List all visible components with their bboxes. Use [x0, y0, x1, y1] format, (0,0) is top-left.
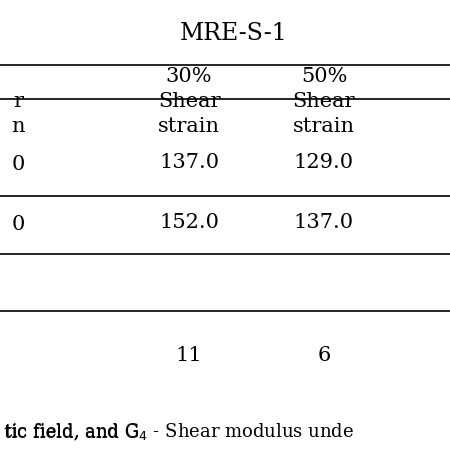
Text: 137.0: 137.0 [159, 153, 219, 171]
Text: strain: strain [158, 117, 220, 135]
Text: strain: strain [293, 117, 355, 135]
Text: tic field, and G: tic field, and G [4, 423, 140, 441]
Text: 129.0: 129.0 [294, 153, 354, 171]
Text: 152.0: 152.0 [159, 213, 219, 232]
Text: Shear: Shear [293, 92, 355, 111]
Text: Shear: Shear [158, 92, 220, 111]
Text: n: n [11, 117, 25, 135]
Text: 50%: 50% [301, 67, 347, 86]
Text: MRE-S-1: MRE-S-1 [180, 22, 288, 45]
Text: r: r [13, 92, 23, 111]
Text: 137.0: 137.0 [294, 213, 354, 232]
Text: 0: 0 [11, 216, 25, 234]
Text: 0: 0 [11, 155, 25, 174]
Text: 11: 11 [176, 346, 202, 365]
Text: 30%: 30% [166, 67, 212, 86]
Text: 6: 6 [317, 346, 331, 365]
Text: tic field, and G$_4$ - Shear modulus unde: tic field, and G$_4$ - Shear modulus und… [4, 422, 355, 442]
